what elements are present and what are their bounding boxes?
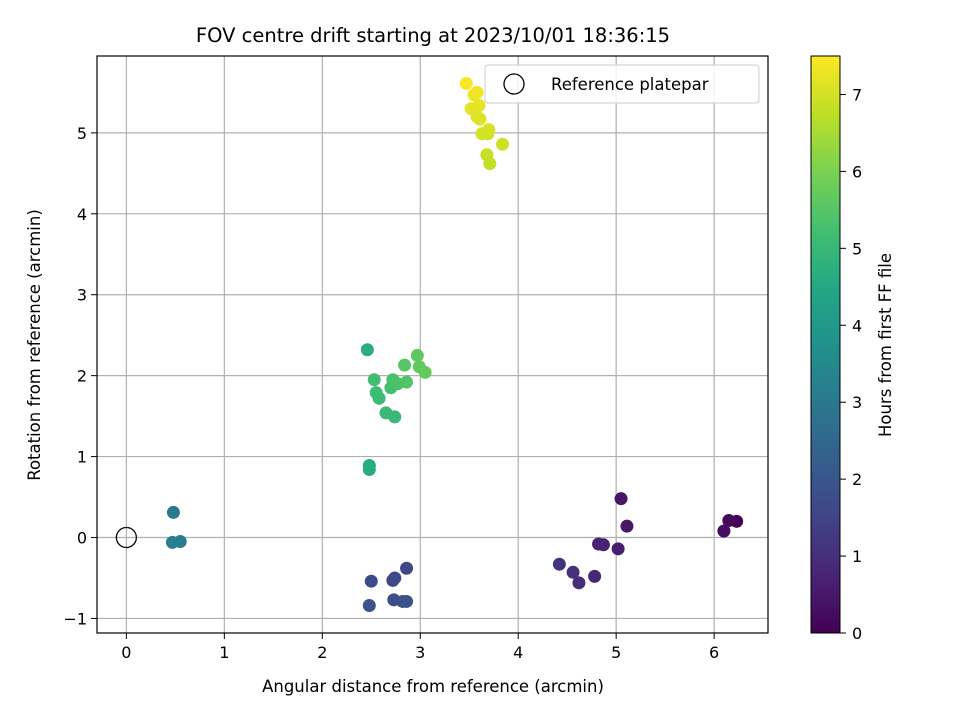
data-point — [473, 112, 487, 126]
data-point — [418, 365, 432, 379]
y-tick-label: −1 — [63, 609, 87, 628]
data-point — [379, 406, 393, 420]
data-points — [165, 77, 744, 612]
reference-marker-group — [115, 526, 138, 549]
data-point — [166, 505, 180, 519]
data-point — [364, 574, 378, 588]
x-tick-label: 3 — [415, 643, 425, 662]
data-point — [611, 542, 625, 556]
reference-marker — [115, 526, 138, 549]
data-point — [459, 77, 473, 91]
data-point — [472, 98, 486, 112]
colorbar-tick-label: 4 — [852, 316, 862, 335]
data-point — [398, 358, 412, 372]
data-point — [362, 598, 376, 612]
x-tick-label: 1 — [219, 643, 229, 662]
y-tick-label: 3 — [77, 286, 87, 305]
data-point — [386, 573, 400, 587]
data-point — [572, 576, 586, 590]
data-point — [400, 594, 414, 608]
data-point — [362, 463, 376, 477]
chart-title: FOV centre drift starting at 2023/10/01 … — [196, 24, 670, 47]
colorbar — [810, 55, 841, 634]
data-point — [717, 524, 731, 538]
data-point — [482, 123, 496, 137]
data-point — [496, 137, 510, 151]
y-tick-label: 0 — [77, 529, 87, 548]
x-tick-label: 2 — [317, 643, 327, 662]
data-point — [588, 569, 602, 583]
data-point — [367, 373, 381, 387]
data-point — [722, 514, 736, 528]
colorbar-tick-label: 0 — [852, 624, 862, 643]
y-axis-label: Rotation from reference (arcmin) — [25, 209, 44, 481]
colorbar-ticks: 0 1 2 3 4 5 6 7 — [840, 85, 862, 643]
plot-frame — [96, 55, 769, 634]
legend-box — [484, 64, 760, 104]
colorbar-label: Hours from first FF file — [876, 253, 895, 437]
x-axis-ticks: 0 1 2 3 4 5 6 — [121, 633, 719, 662]
legend-entry-reference: Reference platepar — [551, 75, 709, 94]
data-point — [400, 561, 414, 575]
data-point — [360, 343, 374, 357]
data-point — [592, 537, 606, 551]
colorbar-tick-label: 6 — [852, 162, 862, 181]
data-point — [620, 519, 634, 533]
x-tick-label: 6 — [709, 643, 719, 662]
data-point — [400, 375, 414, 389]
data-point — [410, 348, 424, 362]
data-point — [552, 557, 566, 571]
data-point — [480, 148, 494, 162]
x-tick-label: 4 — [513, 643, 523, 662]
y-tick-label: 4 — [77, 205, 87, 224]
x-tick-label: 5 — [611, 643, 621, 662]
colorbar-tick-label: 5 — [852, 239, 862, 258]
y-axis-ticks: −1 0 1 2 3 4 5 — [63, 124, 97, 628]
colorbar-tick-label: 3 — [852, 393, 862, 412]
data-point — [566, 565, 580, 579]
x-axis-label: Angular distance from reference (arcmin) — [262, 677, 604, 696]
y-tick-label: 5 — [77, 124, 87, 143]
legend-reference-marker — [503, 73, 525, 95]
grid-lines — [97, 56, 768, 633]
x-tick-label: 0 — [121, 643, 131, 662]
data-point — [614, 492, 628, 506]
y-tick-label: 1 — [77, 448, 87, 467]
colorbar-tick-label: 7 — [852, 85, 862, 104]
colorbar-tick-label: 1 — [852, 547, 862, 566]
colorbar-tick-label: 2 — [852, 470, 862, 489]
data-point — [470, 85, 484, 99]
y-tick-label: 2 — [77, 367, 87, 386]
data-point — [165, 535, 179, 549]
legend: Reference platepar — [484, 64, 760, 104]
data-point — [369, 386, 383, 400]
